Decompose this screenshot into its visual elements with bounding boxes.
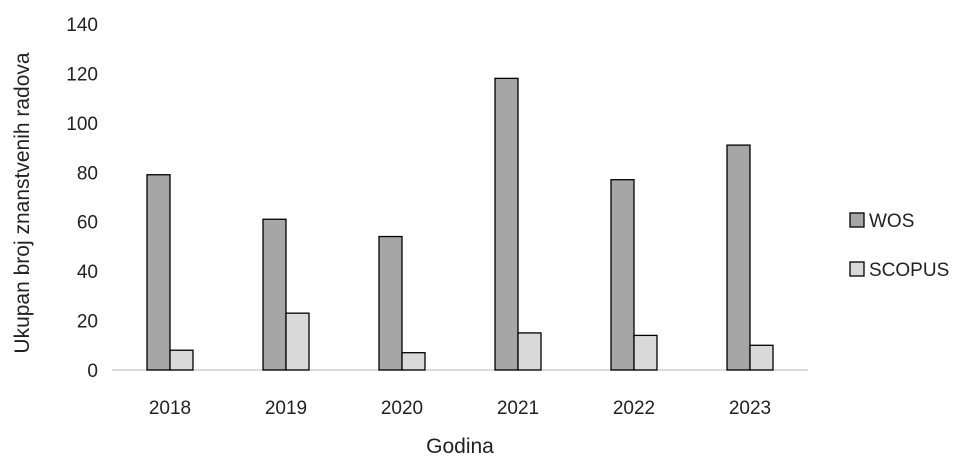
- bar-wos-2022: [610, 179, 635, 371]
- bar-wos-2018: [146, 174, 171, 371]
- legend: WOS SCOPUS: [849, 211, 949, 281]
- bar-wos-2023: [726, 144, 751, 371]
- bar-wos-2020: [378, 235, 403, 371]
- bars-group: [146, 77, 774, 371]
- bar-scopus-2022: [633, 334, 658, 371]
- bar-scopus-2019: [285, 312, 310, 371]
- y-tick-label: 80: [77, 163, 98, 184]
- legend-swatch-scopus: [849, 261, 865, 277]
- x-axis-title: Godina: [426, 435, 494, 458]
- y-tick-label: 140: [66, 15, 98, 36]
- x-tick-label: 2021: [497, 398, 539, 419]
- bar-scopus-2018: [169, 349, 194, 371]
- x-tick-label: 2019: [265, 398, 307, 419]
- y-tick-label: 0: [87, 361, 98, 382]
- bar-scopus-2020: [401, 352, 426, 371]
- x-tick-label: 2023: [729, 398, 771, 419]
- legend-label-wos: WOS: [869, 211, 914, 232]
- bar-scopus-2023: [749, 344, 774, 371]
- y-tick-label: 20: [77, 312, 98, 333]
- x-tick-label: 2022: [613, 398, 655, 419]
- x-tick-label: 2018: [149, 398, 191, 419]
- bar-wos-2019: [262, 218, 287, 371]
- y-axis-ticks: 0 20 40 60 80 100 120 140: [66, 15, 98, 382]
- y-tick-label: 100: [66, 114, 98, 135]
- bar-scopus-2021: [517, 332, 542, 371]
- legend-label-scopus: SCOPUS: [869, 260, 949, 281]
- y-tick-label: 40: [77, 262, 98, 283]
- y-axis-title: Ukupan broj znanstvenih radova: [11, 52, 34, 354]
- legend-swatch-wos: [849, 212, 865, 228]
- y-tick-label: 60: [77, 213, 98, 234]
- bar-wos-2021: [494, 77, 519, 371]
- x-tick-label: 2020: [381, 398, 423, 419]
- y-tick-label: 120: [66, 64, 98, 85]
- x-axis-ticks: 2018 2019 2020 2021 2022 2023: [149, 398, 771, 419]
